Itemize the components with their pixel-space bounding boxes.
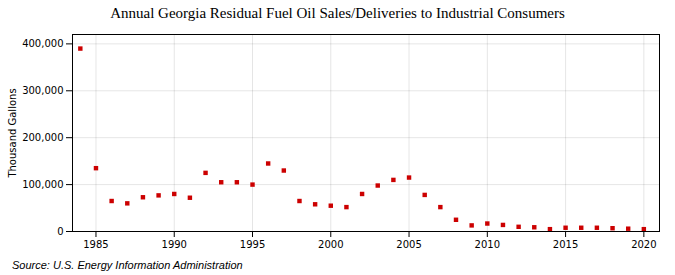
- svg-text:0: 0: [57, 226, 63, 237]
- svg-text:2015: 2015: [553, 239, 578, 250]
- svg-text:2010: 2010: [475, 239, 500, 250]
- svg-text:1985: 1985: [83, 239, 108, 250]
- svg-text:300,000: 300,000: [22, 85, 63, 96]
- svg-text:Thousand Gallons: Thousand Gallons: [7, 88, 18, 178]
- svg-text:200,000: 200,000: [22, 132, 63, 143]
- svg-text:1995: 1995: [240, 239, 265, 250]
- svg-text:100,000: 100,000: [22, 179, 63, 190]
- svg-text:2000: 2000: [318, 239, 343, 250]
- svg-text:1990: 1990: [162, 239, 187, 250]
- svg-text:400,000: 400,000: [22, 38, 63, 49]
- html-text:Source: U.S. Energy Informatio: Source: U.S. Energy Information Administ…: [12, 259, 243, 271]
- svg-text:2020: 2020: [631, 239, 656, 250]
- html-text:Annual Georgia Residual Fuel O: Annual Georgia Residual Fuel Oil Sales/D…: [110, 5, 565, 21]
- svg-text:2005: 2005: [396, 239, 421, 250]
